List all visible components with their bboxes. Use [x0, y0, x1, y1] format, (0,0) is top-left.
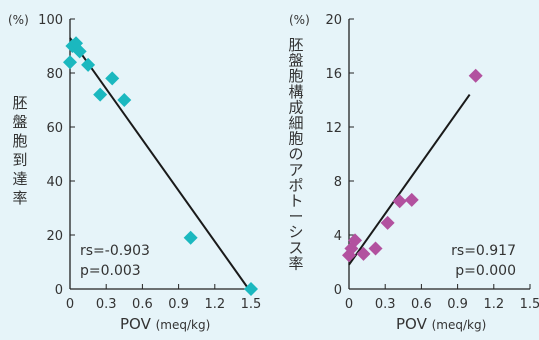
data-point	[468, 68, 483, 83]
x-tick-label: 0	[66, 297, 74, 312]
data-point	[93, 87, 108, 102]
chart-2: 0 0.3 0.6 0.9 1.2 1.5 0 4 8 12 16 20 (%) 胚盤胞構成細胞のアポトー…	[288, 13, 539, 333]
data-point	[356, 246, 371, 261]
stat-rs: rs=-0.903	[80, 243, 150, 259]
x-tick-label: 1.2	[483, 297, 504, 312]
x-tick-label: 0.6	[132, 297, 153, 312]
y-tick-label: 80	[46, 67, 63, 82]
x-tick-label: 1.5	[241, 297, 262, 312]
y-tick-label: 20	[46, 229, 63, 244]
data-point	[117, 93, 132, 107]
y-tick-label: 60	[46, 121, 63, 136]
y-tick-label: 0	[55, 283, 63, 298]
data-point	[183, 230, 198, 245]
x-tick-label: 1.2	[204, 297, 225, 312]
stat-p: p=0.003	[80, 263, 141, 279]
trend-line	[69, 37, 250, 290]
x-tick-label: 0	[345, 297, 353, 312]
x-tick-label: 0.9	[447, 297, 468, 312]
x-tick-label: 0.9	[168, 297, 189, 312]
y-unit-label: (%)	[8, 13, 29, 27]
y-axis-label: 胚盤胞構成細胞のアポトーシス率	[288, 36, 303, 272]
chart-1: 0 0.3 0.6 0.9 1.2 1.5 0 20 40 60 80 100 (%) 胚盤胞到達率 POV…	[8, 13, 261, 333]
data-point	[244, 282, 258, 296]
y-tick-label: 20	[325, 13, 342, 28]
x-tick-label: 0.3	[375, 297, 396, 312]
stat-p: p=0.000	[455, 263, 516, 279]
data-point	[63, 55, 77, 70]
x-tick-label: 0.3	[96, 297, 117, 312]
data-point	[72, 44, 87, 59]
y-tick-label: 12	[325, 121, 342, 136]
data-point	[392, 194, 407, 209]
y-tick-label: 100	[38, 13, 63, 28]
x-axis-label: POV (meq/kg)	[396, 315, 486, 333]
trend-line	[348, 94, 471, 266]
data-point	[380, 215, 395, 230]
data-point	[368, 241, 383, 256]
y-tick-label: 4	[334, 229, 342, 244]
x-axis-label: POV (meq/kg)	[120, 315, 210, 333]
y-tick-label: 0	[334, 283, 342, 298]
y-tick-label: 16	[325, 67, 342, 82]
x-tick-label: 0.6	[411, 297, 432, 312]
x-tick-label: 1.5	[520, 297, 539, 312]
y-tick-label: 8	[334, 175, 342, 190]
y-axis-label: 胚盤胞到達率	[12, 94, 27, 207]
data-point	[404, 192, 419, 207]
data-point	[81, 57, 96, 72]
stat-rs: rs=0.917	[451, 243, 516, 259]
data-point	[105, 71, 120, 86]
y-tick-label: 40	[46, 175, 63, 190]
data-point	[348, 233, 363, 248]
y-unit-label: (%)	[289, 13, 310, 27]
